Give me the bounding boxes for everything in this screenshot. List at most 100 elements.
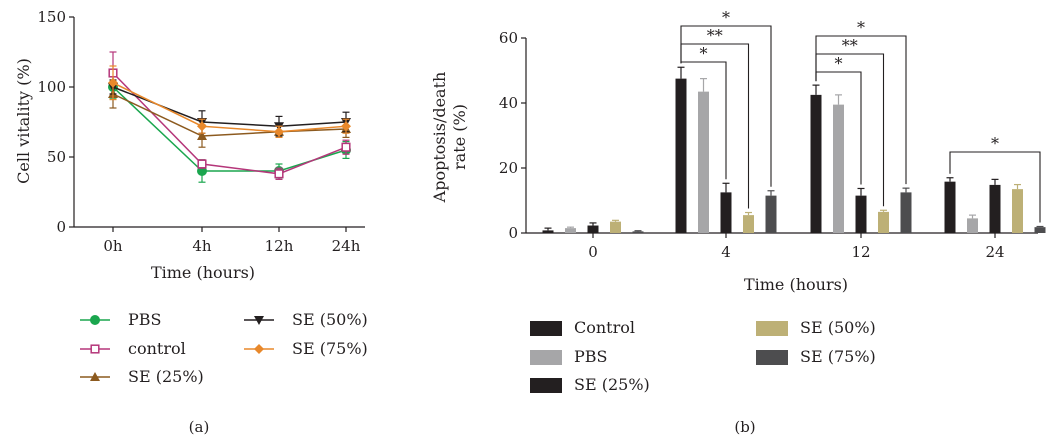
panel-b-bracket-line bbox=[680, 25, 772, 187]
panel-a-y-tick-label: 150 bbox=[37, 8, 66, 26]
panel-b-significance-bracket: * bbox=[680, 8, 772, 187]
panel-b-bar bbox=[765, 195, 777, 233]
panel-b-bar bbox=[1012, 189, 1023, 233]
panel-b-x-tick-label: 4 bbox=[721, 243, 731, 261]
panel-a-series-line bbox=[112, 82, 347, 133]
panel-a-data-point bbox=[274, 126, 284, 137]
panel-a-y-tick-label: 100 bbox=[37, 78, 66, 96]
panel-b-legend-label: Control bbox=[574, 318, 635, 337]
panel-a-legend-label: PBS bbox=[128, 310, 161, 329]
panel-b-legend-item: SE (25%) bbox=[530, 375, 650, 394]
panel-b-y-tick-label: 0 bbox=[508, 224, 518, 242]
panel-a-y-axis-title: Cell vitality (%) bbox=[14, 58, 33, 184]
panel-a-legend: PBS control SE (25%) SE (50%) SE (75%) bbox=[80, 310, 368, 386]
panel-b-y-tick-label: 40 bbox=[499, 94, 518, 112]
panel-b-significance-label: * bbox=[722, 8, 730, 27]
panel-a-legend-item: SE (25%) bbox=[80, 367, 204, 386]
panel-a-data-point bbox=[341, 142, 351, 152]
panel-b-bracket-line bbox=[680, 43, 750, 209]
panel-b-significance-brackets: ********* bbox=[680, 8, 1041, 223]
panel-b-bar bbox=[610, 221, 621, 233]
panel-b-bar bbox=[833, 104, 844, 233]
panel-b-legend-swatch bbox=[756, 321, 788, 336]
panel-b-legend-label: SE (75%) bbox=[800, 347, 876, 366]
panel-b-bar bbox=[900, 192, 912, 233]
panel-a-label: (a) bbox=[189, 418, 210, 436]
panel-a-legend-item: control bbox=[80, 339, 186, 358]
panel-a-legend-marker bbox=[254, 344, 264, 354]
panel-b-significance-label: * bbox=[700, 44, 708, 63]
panel-b-legend-item: PBS bbox=[530, 347, 607, 366]
panel-b-legend-swatch bbox=[756, 350, 788, 365]
panel-b-x-tick-label: 12 bbox=[851, 243, 870, 261]
panel-a-data-point bbox=[341, 121, 351, 132]
panel-b-x-tick-label: 0 bbox=[588, 243, 598, 261]
panel-a-data-point bbox=[197, 131, 207, 140]
panel-b-significance-label: * bbox=[835, 54, 843, 73]
panel-a-series-line bbox=[112, 93, 347, 137]
panel-b-legend-label: SE (50%) bbox=[800, 318, 876, 337]
panel-a-series-2 bbox=[108, 79, 351, 148]
panel-b-y-axis-title-line-1: Apoptosis/death bbox=[430, 72, 449, 204]
panel-a-data-point bbox=[197, 159, 207, 169]
panel-a-y-tick-label: 50 bbox=[47, 148, 66, 166]
panel-b-significance-label: * bbox=[991, 134, 999, 153]
panel-b-significance-label: ** bbox=[842, 36, 858, 55]
panel-a-x-tick-label: 4h bbox=[192, 237, 212, 255]
panel-b-bar bbox=[989, 184, 1001, 233]
panel-b-bar bbox=[743, 215, 754, 233]
panel-b-bar bbox=[542, 230, 554, 233]
panel-b-bar bbox=[675, 78, 687, 233]
panel-a-x-tick-label: 12h bbox=[265, 237, 294, 255]
panel-b-bar bbox=[855, 195, 867, 233]
panel-a-legend-marker bbox=[90, 315, 100, 325]
panel-a-legend-item: PBS bbox=[80, 310, 161, 329]
panel-b-bar bbox=[565, 228, 576, 233]
panel-a-legend-label: SE (75%) bbox=[292, 339, 368, 358]
panel-a-x-axis-title: Time (hours) bbox=[151, 263, 255, 282]
panel-b-legend: Control PBS SE (25%) SE (50%) SE (75%) bbox=[530, 318, 876, 394]
panel-b-x-tick-label: 24 bbox=[985, 243, 1004, 261]
panel-b-y-tick-label: 20 bbox=[499, 159, 518, 177]
panel-b-bar bbox=[698, 91, 709, 233]
panel-b-bracket-line bbox=[815, 53, 885, 207]
panel-b-bar bbox=[944, 181, 956, 233]
panel-a-legend-marker bbox=[90, 372, 100, 381]
panel-a-legend-marker bbox=[254, 316, 264, 325]
panel-b-legend-label: SE (25%) bbox=[574, 375, 650, 394]
panel-b-legend-swatch bbox=[530, 350, 562, 365]
panel-a-series-1 bbox=[108, 51, 351, 180]
panel-b-bracket-line bbox=[949, 151, 1041, 223]
panel-b-legend-label: PBS bbox=[574, 347, 607, 366]
panel-b-significance-bracket: * bbox=[815, 18, 907, 185]
panel-a-line-chart: 0 50 100 150 0h 4h 12h 24h Time (hours) Cell vi… bbox=[14, 8, 368, 436]
panel-b-significance-label: ** bbox=[707, 26, 723, 45]
panel-b-bar bbox=[587, 225, 599, 233]
panel-b-y-tick-label: 60 bbox=[499, 29, 518, 47]
panel-a-series bbox=[108, 51, 351, 183]
panel-b-bracket-line bbox=[815, 35, 907, 185]
panel-a-legend-label: SE (25%) bbox=[128, 367, 204, 386]
panel-a-y-tick-label: 0 bbox=[56, 218, 66, 236]
panel-b-legend-item: Control bbox=[530, 318, 635, 337]
panel-b-label: (b) bbox=[734, 418, 755, 436]
panel-b-bar bbox=[878, 211, 889, 233]
panel-a-legend-label: control bbox=[128, 339, 186, 358]
panel-b-bar bbox=[1034, 227, 1046, 233]
panel-a-legend-item: SE (75%) bbox=[244, 339, 368, 358]
panel-a-data-point bbox=[197, 121, 207, 132]
panel-a-series-line bbox=[112, 72, 347, 175]
panel-b-bar bbox=[720, 192, 732, 233]
panel-b-bars bbox=[542, 66, 1046, 233]
panel-b-legend-item: SE (50%) bbox=[756, 318, 876, 337]
panel-b-legend-swatch bbox=[530, 321, 562, 336]
panel-b-significance-bracket: * bbox=[949, 134, 1041, 223]
panel-a-series-4 bbox=[108, 65, 351, 138]
panel-b-x-axis-title: Time (hours) bbox=[744, 275, 848, 294]
panel-a-data-point bbox=[274, 169, 284, 179]
panel-b-legend-swatch bbox=[530, 378, 562, 393]
panel-a-x-tick-label: 24h bbox=[332, 237, 361, 255]
panel-b-bar bbox=[810, 94, 822, 233]
